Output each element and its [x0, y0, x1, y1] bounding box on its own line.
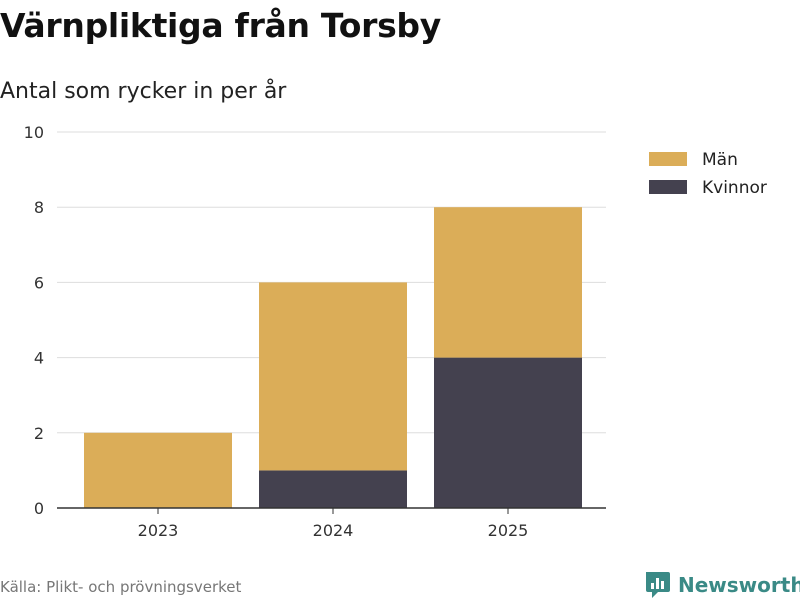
y-tick-label-8: 8	[34, 198, 44, 217]
y-tick-label-0: 0	[34, 499, 44, 518]
bar-2025-män	[434, 207, 582, 358]
legend-label-män: Män	[702, 150, 738, 170]
legend-swatch-män	[649, 152, 687, 166]
bar-2023-män	[84, 432, 232, 508]
source-note: Källa: Plikt- och prövningsverket	[0, 578, 242, 596]
legend-label-kvinnor: Kvinnor	[702, 178, 767, 198]
newsworthy-logo-icon	[646, 572, 670, 598]
bars	[84, 207, 582, 508]
chart-title: Värnpliktiga från Torsby	[0, 6, 441, 45]
legend-swatch-kvinnor	[649, 180, 687, 194]
chart-subtitle: Antal som rycker in per år	[0, 79, 287, 104]
bar-2024-män	[259, 282, 407, 471]
y-tick-label-4: 4	[34, 349, 44, 368]
bar-2025-kvinnor	[434, 357, 582, 508]
brand-logo: Newsworthy	[644, 570, 800, 600]
y-tick-label-6: 6	[34, 273, 44, 292]
y-tick-label-2: 2	[34, 424, 44, 443]
x-tick-label-2025: 2025	[488, 521, 529, 540]
legend: Män Kvinnor	[649, 150, 767, 198]
x-tick-label-2024: 2024	[313, 521, 354, 540]
bar-2024-kvinnor	[259, 470, 407, 508]
y-tick-label-10: 10	[24, 123, 44, 142]
brand-name: Newsworthy	[678, 573, 800, 597]
x-tick-label-2023: 2023	[138, 521, 179, 540]
axes: 0 2 4 6 8 10 2023 2024 2025	[24, 123, 606, 540]
